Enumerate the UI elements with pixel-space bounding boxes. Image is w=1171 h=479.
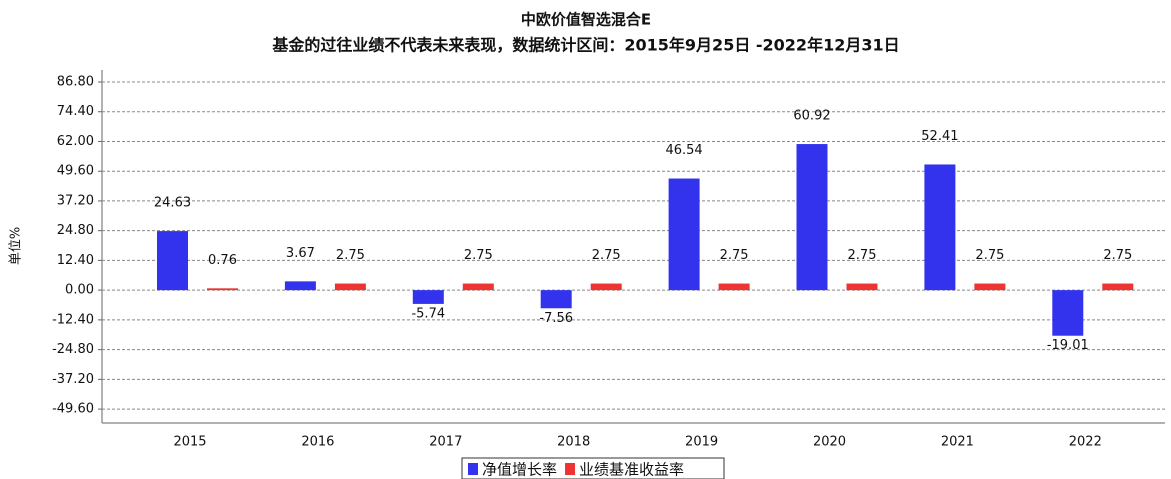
bar xyxy=(540,290,572,309)
bar xyxy=(974,283,1006,291)
data-label: 2.75 xyxy=(1103,248,1132,263)
bar xyxy=(718,283,750,291)
data-label: 46.54 xyxy=(665,143,702,158)
bar xyxy=(1102,283,1134,291)
data-label: -5.74 xyxy=(411,306,445,321)
y-tick-label: 24.80 xyxy=(57,223,94,238)
x-tick-label: 2018 xyxy=(557,435,590,450)
data-label: 0.76 xyxy=(208,253,237,268)
chart-subtitle: 基金的过往业绩不代表未来表现，数据统计区间：2015年9月25日 -2022年1… xyxy=(271,36,899,55)
data-label: 52.41 xyxy=(921,129,958,144)
y-tick-label: 86.80 xyxy=(57,74,94,89)
legend-box xyxy=(461,457,725,479)
bar xyxy=(334,283,366,291)
x-tick-label: 2022 xyxy=(1069,435,1102,450)
data-label: 2.75 xyxy=(848,248,877,263)
chart-title: 中欧价值智选混合E xyxy=(521,11,651,29)
data-label: 2.75 xyxy=(592,248,621,263)
bar xyxy=(284,281,316,291)
data-label: 3.67 xyxy=(286,246,315,261)
data-label: 24.63 xyxy=(154,196,191,211)
bar xyxy=(590,283,622,291)
x-tick-label: 2016 xyxy=(301,435,334,450)
data-label: 2.75 xyxy=(975,248,1004,263)
y-tick-label: 37.20 xyxy=(57,193,94,208)
x-tick-label: 2021 xyxy=(941,435,974,450)
x-tick-label: 2015 xyxy=(173,435,206,450)
bar xyxy=(412,290,444,304)
data-label: 2.75 xyxy=(720,248,749,263)
y-tick-label: 49.60 xyxy=(57,164,94,179)
bar xyxy=(157,231,188,291)
y-tick-label: 0.00 xyxy=(65,283,94,298)
x-tick-label: 2017 xyxy=(429,435,462,450)
bar xyxy=(1052,290,1084,336)
data-label: 2.75 xyxy=(336,248,365,263)
bar xyxy=(462,283,494,291)
bar xyxy=(668,178,700,291)
y-tick-label: 62.00 xyxy=(57,134,94,149)
y-tick-label: 74.40 xyxy=(57,104,94,119)
data-label: -7.56 xyxy=(539,311,573,326)
bar xyxy=(846,283,878,291)
legend-label: 净值增长率 xyxy=(482,461,557,479)
y-tick-label: -37.20 xyxy=(52,372,94,387)
data-label: 2.75 xyxy=(464,248,493,263)
y-tick-label: -49.60 xyxy=(52,402,94,417)
x-tick-label: 2020 xyxy=(813,435,846,450)
x-tick-label: 2019 xyxy=(685,435,718,450)
legend-label: 业绩基准收益率 xyxy=(579,461,684,479)
y-axis-label: 单位% xyxy=(9,227,24,265)
y-tick-label: -12.40 xyxy=(52,312,94,327)
data-label: -19.01 xyxy=(1047,338,1089,353)
bar xyxy=(207,288,238,291)
y-tick-label: -24.80 xyxy=(52,342,94,357)
bar xyxy=(924,164,956,291)
data-label: 60.92 xyxy=(793,109,830,124)
legend-swatch xyxy=(468,463,478,475)
bar xyxy=(796,144,828,291)
legend-swatch xyxy=(565,463,576,475)
y-tick-label: 12.40 xyxy=(57,253,94,268)
